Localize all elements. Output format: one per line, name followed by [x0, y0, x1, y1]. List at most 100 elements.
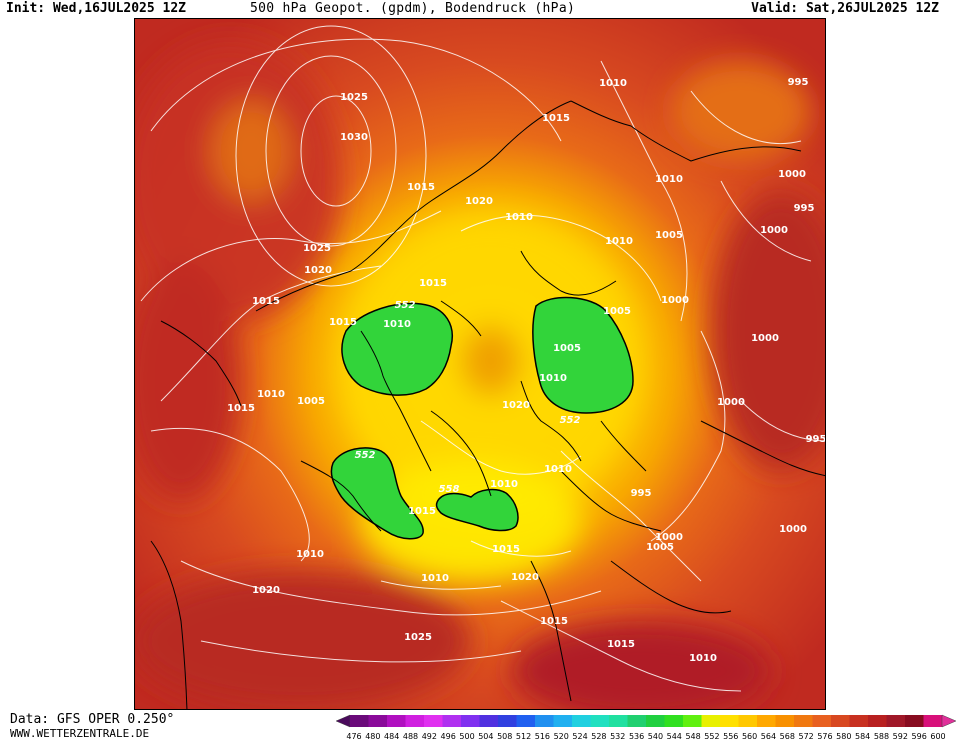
legend-swatch: [738, 715, 758, 727]
isobar-label: 1015: [329, 317, 357, 328]
legend-tick-label: 544: [667, 732, 682, 741]
legend-tick-label: 548: [685, 732, 700, 741]
isobar-label: 1020: [502, 400, 530, 411]
legend-swatch: [368, 715, 388, 727]
legend-swatch: [609, 715, 628, 727]
legend-tick-label: 580: [836, 732, 851, 741]
geopotential-label: 552: [560, 415, 581, 426]
isobars: [140, 25, 825, 692]
legend-tick-label: 476: [346, 732, 361, 741]
legend-tick-label: 584: [855, 732, 870, 741]
legend-tick-label: 520: [554, 732, 569, 741]
weather-map[interactable]: 1025 1030 1015 1020 1010 1025 1020 1015 1015 1015…: [134, 18, 826, 710]
legend-tick-label: 532: [610, 732, 625, 741]
legend-swatch: [387, 715, 406, 727]
color-legend: 476 480 484 488 492 496 500 504 508 512 516 520 524 5…: [336, 713, 956, 741]
legend-swatch: [720, 715, 739, 727]
isobar-label: 1010: [296, 549, 324, 560]
green-area-canada: [330, 447, 424, 540]
legend-tick-label: 600: [930, 732, 945, 741]
isobar-label: 995: [806, 434, 826, 445]
low-geopotential-areas: [330, 296, 634, 540]
legend-swatch: [572, 715, 591, 727]
isobar-label: 1000: [655, 532, 683, 543]
isobar-label: 1000: [778, 169, 806, 180]
legend-arrow-left: [336, 714, 351, 728]
isobar-label: 1000: [661, 295, 689, 306]
init-time: Init: Wed,16JUL2025 12Z: [6, 1, 187, 16]
legend-tick-label: 568: [780, 732, 795, 741]
isobar-label: 1010: [544, 464, 572, 475]
valid-time: Valid: Sat,26JUL2025 12Z: [751, 1, 939, 16]
isobar-label: 1005: [603, 306, 631, 317]
legend-swatch: [923, 715, 943, 727]
isobar-label: 1010: [539, 373, 567, 384]
legend-tick-label: 496: [441, 732, 456, 741]
isobar-label: 1015: [607, 639, 635, 650]
isobar-label: 1000: [751, 333, 779, 344]
legend-tick-label: 524: [572, 732, 587, 741]
isobar-label: 1015: [540, 616, 568, 627]
legend-swatch: [553, 715, 573, 727]
legend-tick-label: 552: [704, 732, 719, 741]
green-area-siberia: [532, 296, 634, 414]
isobar-label: 1010: [655, 174, 683, 185]
isobar-labels: 1025 1030 1015 1020 1010 1025 1020 1015 1015 1015…: [227, 77, 826, 664]
legend-tick-label: 504: [478, 732, 493, 741]
legend-swatch: [646, 715, 665, 727]
isobar-label: 1020: [304, 265, 332, 276]
isobar-label: 995: [631, 488, 652, 499]
green-area-greenland: [341, 302, 453, 396]
legend-tick-label: 488: [403, 732, 418, 741]
legend-tick-label: 480: [365, 732, 380, 741]
legend-swatch: [461, 715, 480, 727]
legend-tick-label: 556: [723, 732, 738, 741]
isobar-label: 1025: [303, 243, 331, 254]
geopotential-label: 558: [439, 484, 460, 495]
website-url[interactable]: WWW.WETTERZENTRALE.DE: [10, 727, 150, 740]
isobar-label: 1000: [760, 225, 788, 236]
isobar-label: 1010: [383, 319, 411, 330]
isobar-label: 1010: [505, 212, 533, 223]
legend-tick-label: 536: [629, 732, 644, 741]
legend-swatch: [812, 715, 832, 727]
legend-swatch: [664, 715, 684, 727]
coastlines: [150, 100, 825, 709]
legend-canvas: 476 480 484 488 492 496 500 504 508 512 516 520 524 5…: [336, 714, 956, 741]
legend-tick-label: 564: [761, 732, 776, 741]
geopotential-labels: 552 552 552 558: [355, 300, 581, 495]
legend-swatch: [535, 715, 554, 727]
legend-tick-label: 588: [874, 732, 889, 741]
isobar-label: 1005: [646, 542, 674, 553]
legend-tick-label: 528: [591, 732, 606, 741]
isobar-label: 1010: [599, 78, 627, 89]
legend-swatch: [701, 715, 721, 727]
legend-swatch: [775, 715, 795, 727]
legend-swatch: [590, 715, 610, 727]
legend-swatch: [757, 715, 776, 727]
legend-tick-label: 560: [742, 732, 757, 741]
green-area-atlantic: [435, 488, 519, 532]
legend-swatch: [498, 715, 517, 727]
legend-tick-label: 592: [893, 732, 908, 741]
isobar-label: 1005: [297, 396, 325, 407]
legend-tick-label: 512: [516, 732, 531, 741]
legend-tick-label: 596: [912, 732, 927, 741]
legend-tick-label: 576: [817, 732, 832, 741]
isobar-label: 1000: [779, 524, 807, 535]
legend-tick-label: 540: [648, 732, 663, 741]
isobar-label: 1025: [404, 632, 432, 643]
isobar-label: 1000: [717, 397, 745, 408]
legend-swatch: [849, 715, 869, 727]
isobar-label: 1010: [257, 389, 285, 400]
legend-swatch: [886, 715, 906, 727]
legend-swatch: [868, 715, 887, 727]
map-canvas: 1025 1030 1015 1020 1010 1025 1020 1015 1015 1015…: [135, 19, 826, 709]
isobar-label: 1025: [340, 92, 368, 103]
isobar-label: 1015: [542, 113, 570, 124]
isobar-label: 1010: [689, 653, 717, 664]
isobar-label: 1015: [419, 278, 447, 289]
isobar-label: 1010: [421, 573, 449, 584]
legend-tick-label: 572: [798, 732, 813, 741]
data-source: Data: GFS OPER 0.250°: [10, 712, 175, 727]
